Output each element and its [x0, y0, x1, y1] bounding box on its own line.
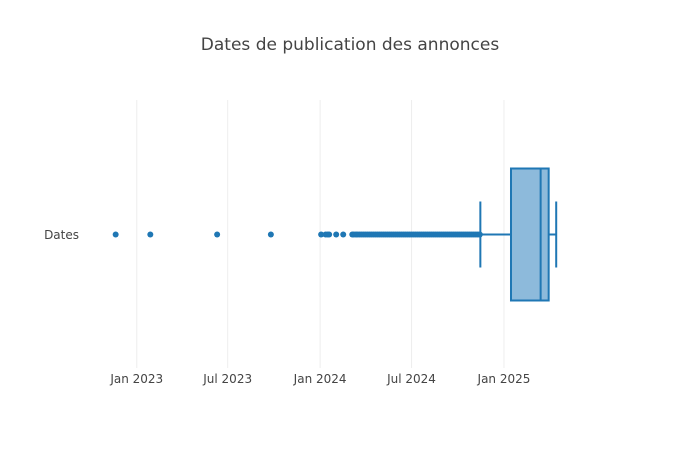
x-tick-label: Jan 2023 — [109, 372, 163, 386]
outlier-point — [340, 231, 347, 238]
x-tick-label: Jan 2024 — [293, 372, 347, 386]
x-tick-label: Jul 2023 — [202, 372, 252, 386]
category-label: Dates — [44, 228, 79, 242]
outlier-points — [112, 231, 483, 238]
x-tick-label: Jan 2025 — [477, 372, 531, 386]
interquartile-box — [509, 167, 550, 302]
outlier-point — [476, 231, 483, 238]
chart-title: Dates de publication des annonces — [201, 35, 500, 55]
x-tick-label: Jul 2024 — [386, 372, 436, 386]
outlier-point — [326, 231, 333, 238]
outlier-point — [112, 231, 119, 238]
outlier-point — [333, 231, 340, 238]
box — [509, 167, 550, 302]
x-axis-ticks: Jan 2023 Jul 2023 Jan 2024 Jul 2024 Jan 2025 — [109, 372, 530, 386]
outlier-point — [267, 231, 274, 238]
outlier-point — [214, 231, 221, 238]
outlier-point — [147, 231, 154, 238]
outlier-point — [318, 231, 325, 238]
